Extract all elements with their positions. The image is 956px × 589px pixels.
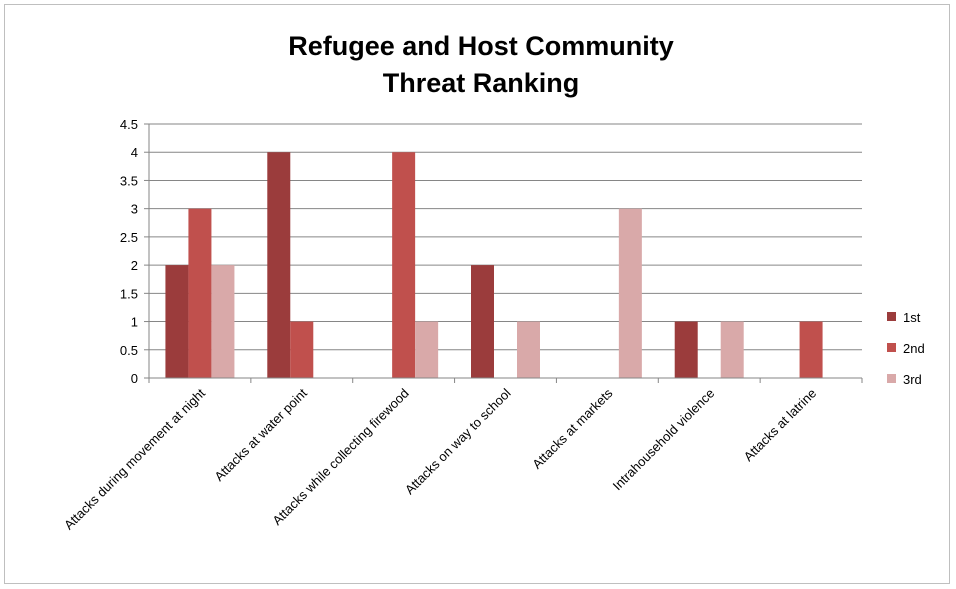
bars [165, 152, 823, 378]
y-tick-label: 4 [131, 145, 138, 160]
x-tick-labels: Attacks during movement at night Attacks … [61, 385, 819, 532]
x-tick-label: Attacks at markets [529, 385, 616, 472]
legend-swatch-2nd [887, 343, 896, 352]
legend-swatch-3rd [887, 374, 896, 383]
x-tick-label: Attacks on way to school [402, 385, 514, 497]
x-tick-label: Intrahousehold violence [610, 386, 718, 494]
y-tick-labels: 0 0.5 1 1.5 2 2.5 3 3.5 4 4.5 [120, 117, 149, 386]
y-tick-label: 2.5 [120, 230, 138, 245]
y-tick-label: 2 [131, 258, 138, 273]
chart-frame: Refugee and Host Community Threat Rankin… [4, 4, 950, 584]
chart-title: Refugee and Host Community Threat Rankin… [288, 31, 674, 98]
legend-label-3rd: 3rd [903, 372, 922, 387]
bar-3rd-0 [211, 265, 235, 378]
bar-2nd-6 [799, 321, 823, 378]
x-tick-label: Attacks during movement at night [61, 385, 208, 532]
bar-1st-5 [674, 321, 698, 378]
gridlines [149, 123, 862, 351]
y-tick-label: 1.5 [120, 286, 138, 301]
bar-3rd-5 [720, 321, 744, 378]
bar-2nd-0 [188, 208, 212, 378]
y-tick-label: 0 [131, 371, 138, 386]
chart-title-line-1: Refugee and Host Community [288, 31, 674, 61]
legend-swatch-1st [887, 312, 896, 321]
axes [148, 124, 863, 383]
legend: 1st 2nd 3rd [887, 310, 925, 387]
bar-1st-0 [165, 265, 189, 378]
y-tick-label: 3.5 [120, 173, 138, 188]
bar-2nd-1 [290, 321, 314, 378]
chart-title-line-2: Threat Ranking [383, 68, 580, 98]
y-tick-label: 4.5 [120, 117, 138, 132]
bar-1st-1 [267, 152, 291, 378]
x-tick-label: Attacks at water point [211, 385, 310, 484]
legend-label-2nd: 2nd [903, 341, 925, 356]
chart-svg: Refugee and Host Community Threat Rankin… [61, 31, 925, 533]
y-tick-label: 1 [131, 315, 138, 330]
bar-3rd-3 [517, 321, 540, 378]
x-tick-label: Attacks at latrine [741, 386, 820, 465]
bar-2nd-2 [392, 152, 416, 378]
y-tick-label: 3 [131, 202, 138, 217]
bar-1st-3 [471, 265, 494, 378]
bar-3rd-2 [415, 321, 439, 378]
y-tick-label: 0.5 [120, 343, 138, 358]
bar-3rd-4 [618, 208, 642, 378]
legend-label-1st: 1st [903, 310, 921, 325]
